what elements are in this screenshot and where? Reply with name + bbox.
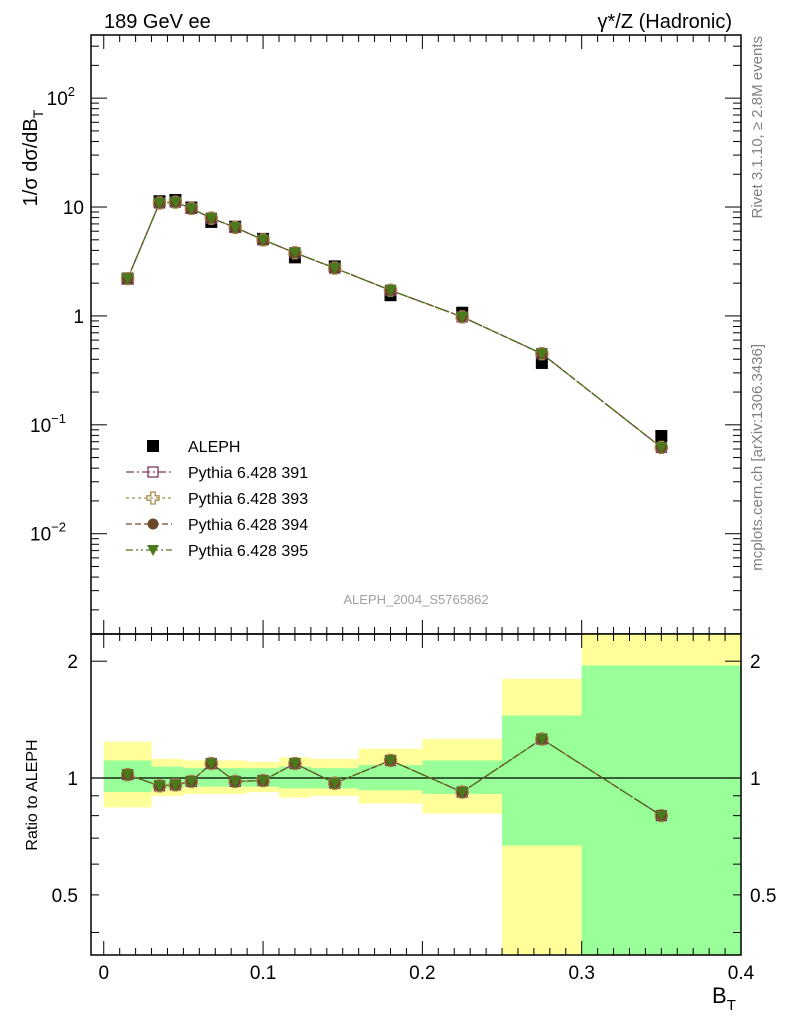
ratio-point-4 [185, 776, 198, 788]
mc-point-4 [257, 234, 270, 246]
mc-point-4 [229, 222, 242, 234]
series-line-1 [127, 201, 662, 448]
legend-marker [147, 466, 159, 478]
ratio-point-4 [384, 755, 397, 767]
ratio-frame [90, 633, 742, 956]
mc-point-4 [153, 197, 166, 209]
x-tick-label: 0 [98, 963, 109, 984]
xlabel-sub: T [727, 997, 736, 1014]
series-line-3 [127, 201, 662, 448]
mc-point-4 [456, 311, 469, 323]
main-ylabel-sub: T [30, 109, 46, 118]
y-tick-label: 1 [73, 307, 84, 328]
svg-text:BT: BT [712, 983, 736, 1014]
legend-marker [146, 491, 160, 505]
legend-label: Pythia 6.428 394 [188, 517, 308, 534]
legend-label: Pythia 6.428 395 [188, 543, 308, 560]
legend-label: Pythia 6.428 393 [188, 491, 308, 508]
main-ylabel-text: 1/σ dσ/dB [20, 118, 42, 206]
ratio-point-4 [328, 778, 341, 790]
y-tick-label: 10 [63, 198, 84, 219]
mc-point-4 [535, 348, 548, 360]
x-tick-label: 0.3 [568, 963, 594, 984]
ratio-point-4 [121, 769, 134, 781]
mc-point-4 [328, 263, 341, 275]
data-point-aleph [535, 356, 548, 369]
ratio-y-tick-label-right: 0.5 [750, 886, 776, 907]
mc-point-4 [288, 247, 301, 259]
legend-label: ALEPH [188, 439, 240, 456]
mc-point-4 [205, 213, 218, 225]
x-tick-label: 0.4 [728, 963, 755, 984]
series-line-4 [127, 201, 662, 448]
rivet-label: Rivet 3.1.10, ≥ 2.8M events [749, 36, 766, 219]
mc-point-4 [655, 442, 668, 454]
ratio-y-tick-label-right: 2 [750, 652, 761, 673]
ratio-y-tick-label: 2 [67, 652, 78, 673]
x-tick-label: 0.1 [250, 963, 276, 984]
header-left: 189 GeV ee [104, 11, 211, 33]
ratio-point-4 [288, 758, 301, 770]
header-right: γ*/Z (Hadronic) [598, 11, 732, 33]
main-panel: 10−2 10−1 1 10 102 [30, 34, 742, 635]
legend-marker [147, 518, 159, 530]
mcplots-label: mcplots.cern.ch [arXiv:1306.3436] [749, 344, 766, 571]
ratio-point-4 [169, 779, 182, 791]
ratio-point-4 [205, 758, 218, 770]
ratio-panel: 0 0.1 0.2 0.3 0.4 0.5 0.5 1 1 2 2 [52, 633, 776, 984]
legend-label: Pythia 6.428 391 [188, 465, 308, 482]
ratio-point-4 [535, 734, 548, 746]
mc-point-4 [169, 197, 182, 209]
y-tick-label: 10−1 [30, 411, 66, 437]
series-line-2 [127, 201, 662, 448]
analysis-label: ALEPH_2004_S5765862 [343, 592, 488, 607]
mc-point-4 [185, 203, 198, 215]
xlabel-text: B [712, 983, 727, 1008]
y-tick-label: 102 [47, 84, 75, 110]
ratio-ylabel: Ratio to ALEPH [24, 739, 41, 850]
svg-text:1/σ dσ/dBT: 1/σ dσ/dBT [20, 109, 46, 206]
ratio-y-tick-label: 0.5 [52, 886, 78, 907]
main-ylabel: 1/σ dσ/dBT [20, 109, 46, 206]
ratio-point-4 [153, 780, 166, 792]
legend: ALEPH Pythia 6.428 391 Pythia 6.428 393 Pyt… [126, 439, 308, 560]
y-tick-label: 10−2 [30, 520, 66, 546]
data-point-aleph [655, 429, 668, 442]
ratio-point-4 [655, 810, 668, 822]
x-tick-label: 0.2 [409, 963, 435, 984]
legend-marker [147, 545, 159, 556]
xlabel: BT [712, 983, 736, 1014]
mc-point-4 [384, 285, 397, 297]
mc-point-4 [121, 273, 134, 285]
ratio-y-tick-label: 1 [67, 769, 78, 790]
ratio-point-4 [257, 775, 270, 787]
ratio-point-4 [456, 787, 469, 799]
ratio-point-4 [229, 776, 242, 788]
ratio-y-tick-label-right: 1 [750, 769, 761, 790]
legend-marker [147, 440, 159, 452]
